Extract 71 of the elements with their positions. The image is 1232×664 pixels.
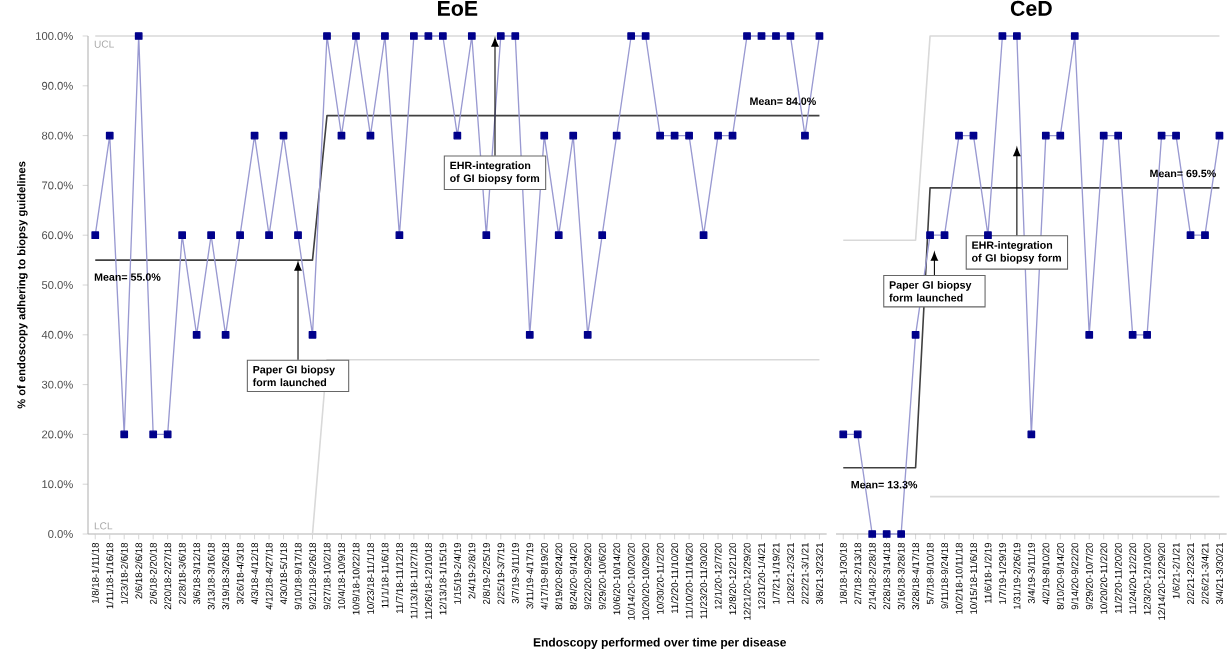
point bbox=[685, 131, 693, 140]
point bbox=[815, 32, 824, 40]
point bbox=[482, 231, 491, 240]
point bbox=[236, 231, 244, 240]
point bbox=[998, 32, 1007, 40]
point bbox=[714, 131, 722, 140]
point bbox=[453, 131, 462, 140]
point bbox=[410, 32, 418, 40]
point bbox=[1201, 231, 1209, 240]
point bbox=[853, 430, 862, 439]
point bbox=[786, 32, 795, 40]
point bbox=[911, 330, 920, 339]
point bbox=[1114, 131, 1123, 140]
point bbox=[627, 32, 636, 40]
point bbox=[192, 330, 201, 339]
point bbox=[1056, 131, 1065, 140]
point bbox=[207, 231, 215, 240]
point bbox=[757, 32, 766, 40]
point bbox=[940, 231, 949, 240]
point bbox=[163, 430, 172, 439]
point bbox=[984, 231, 992, 240]
point bbox=[1027, 430, 1036, 439]
point bbox=[699, 231, 708, 240]
point bbox=[496, 32, 505, 40]
point bbox=[1070, 32, 1079, 40]
point bbox=[656, 131, 664, 140]
point bbox=[1085, 330, 1094, 339]
point bbox=[395, 231, 404, 240]
point bbox=[1143, 330, 1151, 339]
point bbox=[801, 131, 809, 140]
point bbox=[641, 32, 650, 40]
point bbox=[467, 32, 476, 40]
point bbox=[294, 231, 302, 240]
point bbox=[511, 32, 520, 40]
point bbox=[554, 231, 563, 240]
point bbox=[323, 32, 331, 40]
point bbox=[105, 131, 114, 140]
point bbox=[438, 32, 447, 40]
chart-title: CeD bbox=[1010, 0, 1052, 16]
point bbox=[149, 430, 158, 439]
point bbox=[772, 32, 780, 40]
point bbox=[926, 231, 934, 240]
point bbox=[352, 32, 360, 40]
point bbox=[1041, 131, 1050, 140]
point bbox=[839, 430, 848, 439]
point bbox=[265, 231, 273, 240]
point bbox=[882, 530, 891, 538]
point bbox=[868, 530, 877, 538]
point bbox=[955, 131, 963, 140]
point bbox=[598, 231, 607, 240]
point bbox=[612, 131, 621, 140]
point bbox=[1172, 131, 1180, 140]
point bbox=[381, 32, 389, 40]
point bbox=[308, 330, 317, 339]
point bbox=[1128, 330, 1137, 339]
point bbox=[897, 530, 905, 538]
point bbox=[525, 330, 534, 339]
point bbox=[424, 32, 433, 40]
point bbox=[1099, 131, 1108, 140]
point bbox=[540, 131, 549, 140]
point bbox=[743, 32, 751, 40]
point bbox=[178, 231, 187, 240]
point bbox=[1186, 231, 1195, 240]
point bbox=[120, 430, 129, 439]
point bbox=[91, 231, 100, 240]
point bbox=[583, 330, 592, 339]
point bbox=[134, 32, 143, 40]
point bbox=[569, 131, 578, 140]
point bbox=[1013, 32, 1021, 40]
point bbox=[221, 330, 230, 339]
chart-title: EoE bbox=[438, 1, 478, 16]
